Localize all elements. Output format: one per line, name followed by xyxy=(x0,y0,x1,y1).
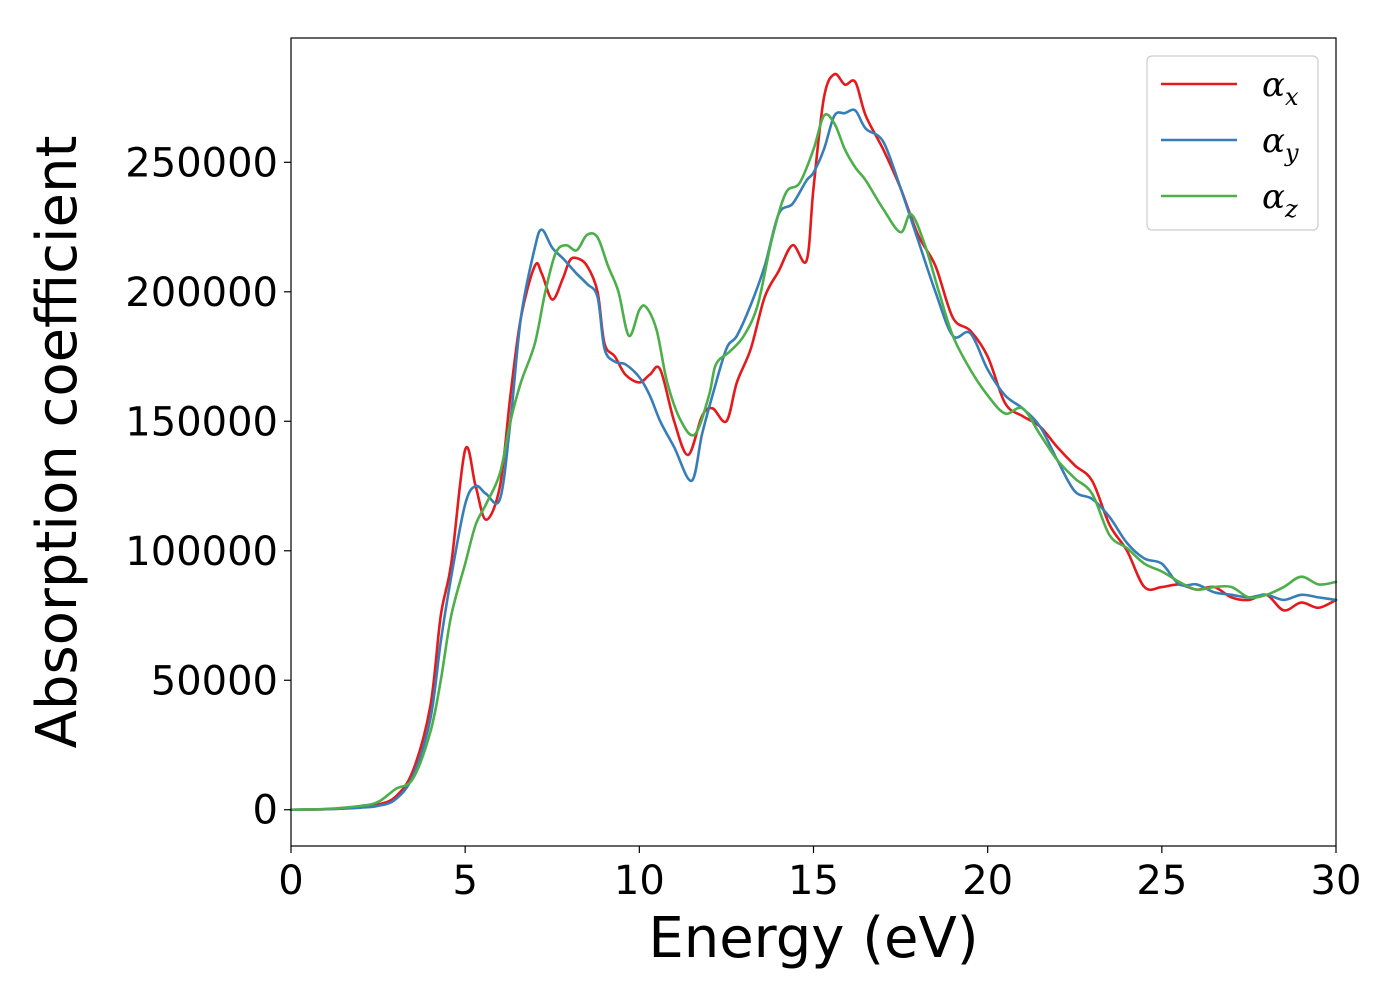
series-layer xyxy=(289,72,1338,812)
y-tick-label: 250000 xyxy=(125,140,278,186)
x-tick-label: 20 xyxy=(962,858,1013,904)
y-tick-label: 200000 xyxy=(125,270,278,316)
y-axis: 0 50000 100000 150000 200000 250000 xyxy=(125,140,291,834)
x-tick-label: 25 xyxy=(1136,858,1187,904)
legend-box xyxy=(1146,55,1319,231)
y-axis-title: Absorption coefficient xyxy=(25,136,90,749)
y-tick-label: 50000 xyxy=(151,658,278,704)
y-tick-label: 150000 xyxy=(125,399,278,445)
y-tick-label: 0 xyxy=(253,788,278,834)
x-tick-label: 0 xyxy=(278,858,303,904)
series-line-z xyxy=(289,113,1338,812)
x-axis: 0 5 10 15 20 25 30 xyxy=(278,846,1361,904)
x-tick-label: 15 xyxy=(788,858,839,904)
x-tick-label: 30 xyxy=(1311,858,1362,904)
x-tick-label: 10 xyxy=(614,858,665,904)
series-line-y xyxy=(289,108,1338,812)
x-axis-title: Energy (eV) xyxy=(648,906,978,971)
x-tick-label: 5 xyxy=(452,858,477,904)
y-tick-label: 100000 xyxy=(125,529,278,575)
